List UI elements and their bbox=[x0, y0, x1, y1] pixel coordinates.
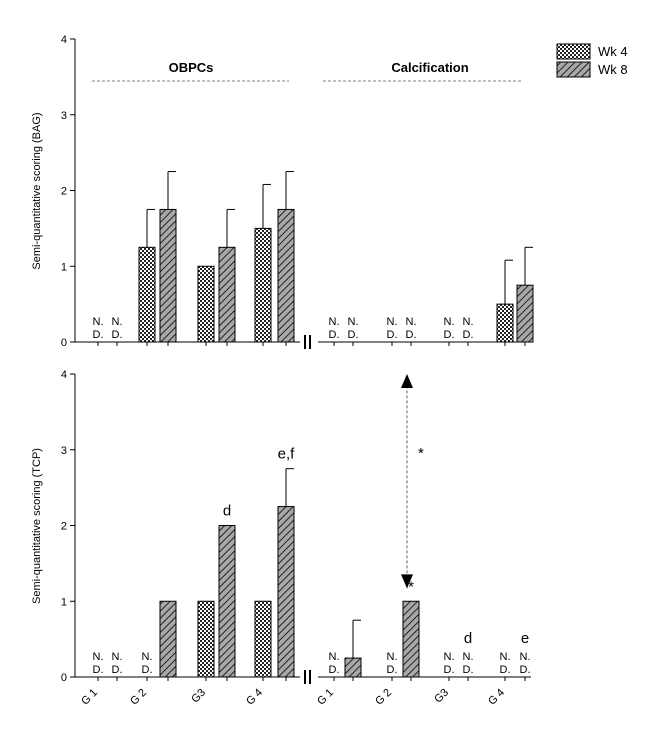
x-category-label: G 2 bbox=[128, 687, 149, 708]
bar-obpcs-g2-wk8 bbox=[159, 208, 177, 343]
nd-label: D. bbox=[406, 329, 417, 341]
legend: Wk 4 Wk 8 bbox=[556, 43, 628, 78]
nd-label: N. bbox=[112, 316, 123, 328]
nd-label: N. bbox=[112, 651, 123, 663]
y-axis-label-tcp: Semi-quantitative scoring (TCP) bbox=[31, 448, 43, 604]
bar-obpcs-g2-wk4 bbox=[138, 246, 156, 343]
nd-label: D. bbox=[93, 664, 104, 676]
y-tick-label: 1 bbox=[61, 261, 67, 273]
annotation-label: d bbox=[464, 630, 472, 647]
legend-label-wk8: Wk 8 bbox=[598, 62, 628, 77]
legend-swatch-wk8 bbox=[556, 61, 591, 78]
bar-obpcs-g3-wk8 bbox=[218, 246, 236, 343]
nd-label: N. bbox=[444, 316, 455, 328]
bar-obpcs-g2-wk8 bbox=[159, 600, 177, 678]
bar-obpcs-g3-wk4 bbox=[197, 600, 215, 678]
nd-label: N. bbox=[329, 651, 340, 663]
bar-obpcs-g4-wk4 bbox=[254, 600, 272, 678]
annotation-label: e bbox=[521, 630, 529, 647]
x-category-label: G 2 bbox=[373, 687, 394, 708]
nd-label: D. bbox=[142, 664, 153, 676]
nd-label: D. bbox=[93, 329, 104, 341]
nd-label: D. bbox=[112, 329, 123, 341]
nd-label: D. bbox=[387, 664, 398, 676]
y-axis-label-bag: Semi-quantitative scoring (BAG) bbox=[31, 112, 43, 269]
x-category-label: G 1 bbox=[79, 687, 100, 708]
nd-label: D. bbox=[463, 664, 474, 676]
bar-calcification-g4-wk4 bbox=[496, 303, 514, 343]
panel-tcp: 01234N.D.N.D.N.D.de,fN.D.N.D.*N.D.N.D.dN… bbox=[61, 369, 531, 708]
bar-obpcs-g4-wk8 bbox=[277, 506, 295, 678]
nd-label: N. bbox=[444, 651, 455, 663]
section-label-obpcs: OBPCs bbox=[169, 60, 214, 75]
bar-obpcs-g4-wk4 bbox=[254, 227, 272, 343]
annotation-label: * bbox=[408, 578, 414, 595]
section-label-calcification: Calcification bbox=[391, 60, 468, 75]
nd-label: D. bbox=[112, 664, 123, 676]
y-tick-label: 3 bbox=[61, 445, 67, 457]
nd-label: N. bbox=[329, 316, 340, 328]
y-tick-label: 2 bbox=[61, 186, 67, 198]
nd-label: N. bbox=[142, 651, 153, 663]
nd-label: D. bbox=[329, 329, 340, 341]
nd-label: N. bbox=[463, 316, 474, 328]
x-category-label: G3 bbox=[432, 687, 451, 706]
y-tick-label: 3 bbox=[61, 110, 67, 122]
bar-obpcs-g3-wk8 bbox=[218, 525, 236, 678]
nd-label: D. bbox=[387, 329, 398, 341]
y-tick-label: 2 bbox=[61, 521, 67, 533]
nd-label: N. bbox=[387, 316, 398, 328]
y-tick-label: 0 bbox=[61, 672, 67, 684]
nd-label: D. bbox=[520, 664, 531, 676]
legend-label-wk4: Wk 4 bbox=[598, 44, 628, 59]
nd-label: D. bbox=[329, 664, 340, 676]
nd-label: D. bbox=[444, 329, 455, 341]
significance-arrowhead-bottom bbox=[401, 574, 413, 589]
bar-calcification-g4-wk8 bbox=[516, 284, 534, 343]
nd-label: N. bbox=[406, 316, 417, 328]
annotation-label: e,f bbox=[278, 446, 296, 463]
x-category-label: G3 bbox=[189, 687, 208, 706]
nd-label: N. bbox=[348, 316, 359, 328]
nd-label: N. bbox=[463, 651, 474, 663]
y-tick-label: 0 bbox=[61, 337, 67, 349]
nd-label: N. bbox=[387, 651, 398, 663]
bar-calcification-g1-wk8 bbox=[344, 657, 362, 678]
bar-obpcs-g3-wk4 bbox=[197, 265, 215, 343]
annotation-label: d bbox=[223, 503, 231, 520]
nd-label: D. bbox=[463, 329, 474, 341]
significance-arrowhead-top bbox=[401, 374, 413, 388]
section-headers: OBPCs Calcification bbox=[92, 60, 521, 82]
y-tick-label: 4 bbox=[61, 369, 67, 381]
bar-calcification-g2-wk8 bbox=[402, 600, 420, 678]
nd-label: N. bbox=[520, 651, 531, 663]
x-category-label: G 4 bbox=[244, 687, 265, 708]
x-category-label: G 1 bbox=[315, 687, 336, 708]
nd-label: N. bbox=[500, 651, 511, 663]
x-category-label: G 4 bbox=[486, 687, 507, 708]
y-tick-label: 1 bbox=[61, 596, 67, 608]
significance-star: * bbox=[418, 445, 424, 462]
legend-swatch-wk4 bbox=[556, 43, 591, 60]
nd-label: D. bbox=[500, 664, 511, 676]
y-tick-label: 4 bbox=[61, 34, 67, 46]
nd-label: N. bbox=[93, 316, 104, 328]
nd-label: N. bbox=[93, 651, 104, 663]
bar-obpcs-g4-wk8 bbox=[277, 208, 295, 343]
nd-label: D. bbox=[444, 664, 455, 676]
nd-label: D. bbox=[348, 329, 359, 341]
